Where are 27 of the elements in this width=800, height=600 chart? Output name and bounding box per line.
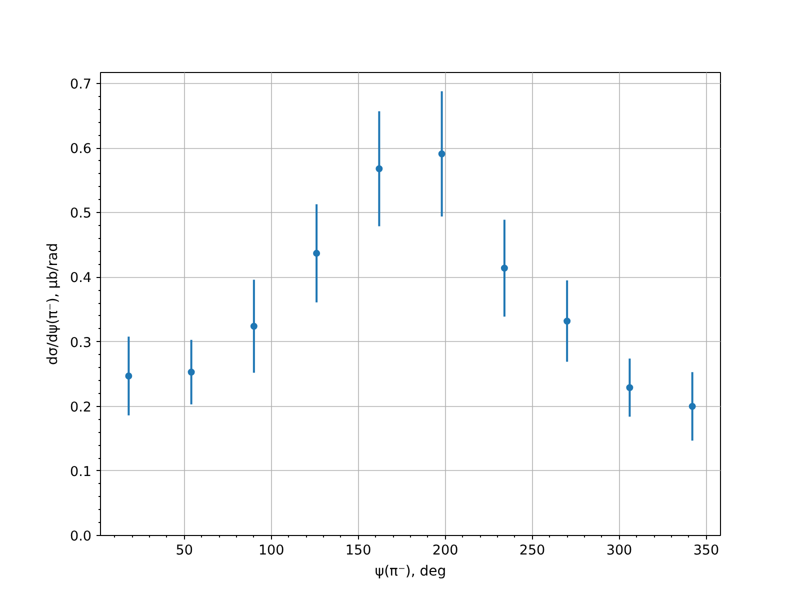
y-tick-label: 0.4 [70, 270, 92, 286]
y-tick-label: 0.1 [70, 464, 92, 480]
x-tick-label: 300 [606, 542, 632, 558]
y-tick-label: 0.3 [70, 334, 92, 351]
y-tick-label: 0.2 [70, 399, 92, 416]
point [500, 264, 508, 272]
point [438, 150, 446, 158]
y-tick-label: 0.5 [70, 206, 92, 222]
point [250, 322, 258, 330]
point [626, 384, 634, 392]
x-axis-title: ψ(π⁻), deg [374, 564, 446, 580]
y-tick-label: 0.0 [70, 528, 92, 544]
y-tick-label: 0.6 [70, 141, 92, 158]
x-tick-label: 50 [176, 542, 193, 558]
x-tick-label: 200 [432, 542, 458, 558]
point [688, 402, 696, 410]
x-tick-label: 150 [345, 542, 372, 558]
x-tick-label: 350 [693, 542, 720, 558]
y-tick-label: 0.7 [70, 76, 92, 92]
point [313, 250, 320, 257]
point [188, 368, 195, 376]
point [125, 372, 132, 380]
point [564, 318, 571, 325]
x-tick-label: 100 [258, 542, 284, 558]
y-axis-title: dσ/dψ(π⁻), μb/rad [45, 243, 62, 365]
point [376, 165, 383, 172]
x-tick-label: 250 [519, 542, 546, 558]
